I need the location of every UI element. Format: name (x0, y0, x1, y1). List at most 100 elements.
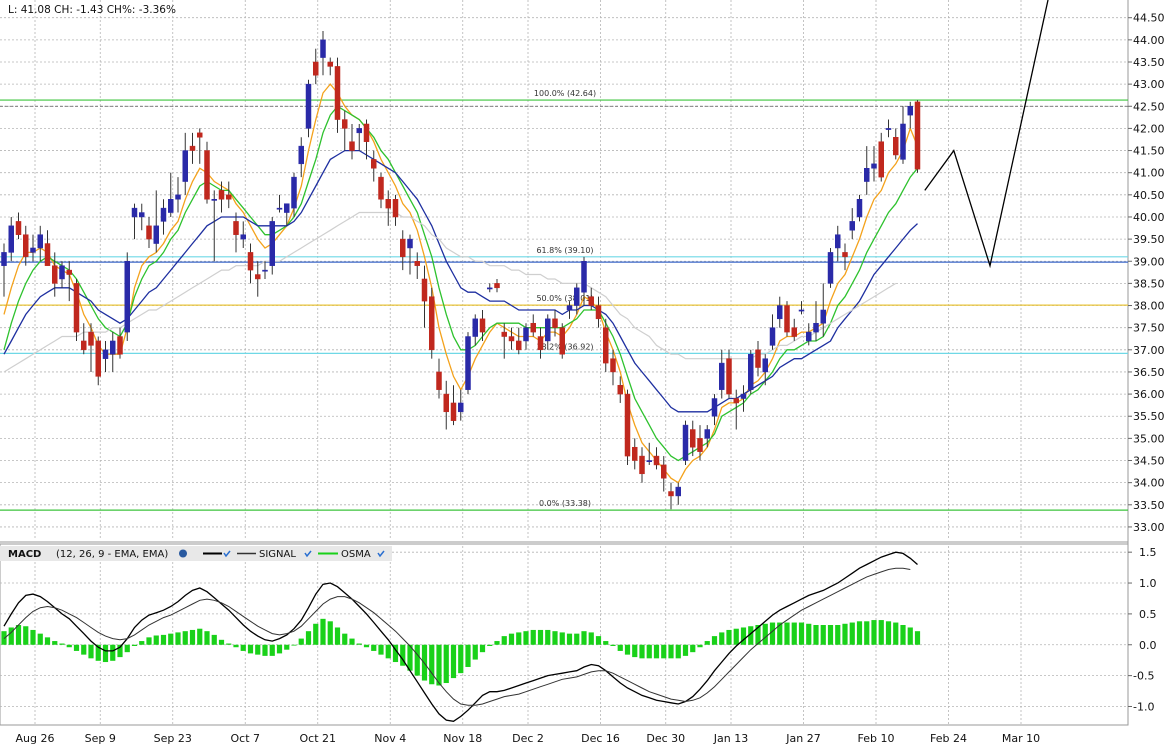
candle-body (907, 106, 913, 116)
osma-bar (878, 620, 884, 645)
candle-body (675, 486, 681, 497)
candle-body (443, 393, 449, 413)
price-tick-label: 38.50 (1133, 277, 1165, 290)
candle-body (581, 261, 587, 293)
macd-tick-label: -1.0 (1133, 700, 1154, 713)
osma-bar (110, 644, 116, 661)
osma-bar (327, 621, 333, 645)
candle-body (856, 199, 863, 218)
osma-bar (8, 627, 14, 645)
osma-bar (175, 632, 181, 645)
date-tick-label: Oct 7 (230, 732, 260, 745)
osma-bar (276, 644, 283, 654)
candle-body (769, 327, 776, 346)
osma-bar (661, 644, 667, 659)
osma-bar (668, 644, 674, 659)
macd-legend-name: MACD (8, 549, 41, 560)
candle-body (711, 398, 718, 417)
osma-bar (197, 628, 203, 645)
osma-bar (653, 644, 660, 659)
candle-body (349, 141, 355, 151)
candle-body (849, 221, 855, 231)
osma-bar (269, 644, 275, 656)
osma-bar (218, 639, 225, 645)
osma-bar (429, 644, 435, 685)
candle-body (465, 336, 471, 390)
osma-bar (313, 623, 319, 645)
candle-body (1, 252, 7, 266)
candle-body (690, 429, 696, 448)
settings-icon[interactable] (179, 549, 187, 558)
osma-bar (871, 620, 877, 645)
osma-bar (813, 625, 819, 645)
candle-body (436, 371, 442, 390)
osma-bar (617, 644, 623, 651)
osma-bar (371, 644, 377, 651)
fib-level-label: 100.0% (42.64) (534, 89, 596, 98)
osma-bar (675, 644, 681, 659)
price-tick-label: 40.50 (1133, 189, 1165, 202)
candle-body (102, 349, 109, 359)
candle-body (516, 340, 522, 351)
candle-body (900, 123, 906, 160)
osma-bar (400, 644, 406, 666)
candle-body (523, 327, 529, 342)
candle-body (842, 252, 848, 258)
macd-tick-label: 0.0 (1139, 639, 1157, 652)
osma-bar (508, 633, 515, 645)
candle-body (813, 322, 819, 333)
macd-legend-bg (0, 546, 392, 561)
candle-body (574, 287, 580, 306)
osma-bar (66, 644, 72, 648)
fib-level-label: 50.0% (38.01) (536, 294, 593, 303)
candle-body (798, 309, 805, 312)
date-tick-label: Nov 4 (374, 732, 406, 745)
date-tick-label: Nov 18 (443, 732, 482, 745)
date-tick-label: Sep 9 (85, 732, 116, 745)
price-tick-label: 37.50 (1133, 322, 1165, 335)
osma-bar (414, 644, 420, 676)
date-tick-label: Jan 27 (785, 732, 820, 745)
checkmark-icon[interactable] (377, 550, 385, 558)
candle-body (378, 176, 384, 200)
osma-bar (320, 618, 326, 645)
osma-bar (733, 628, 739, 645)
osma-bar (479, 644, 486, 653)
osma-bar (465, 644, 471, 667)
osma-bar (523, 631, 529, 645)
candle-body (762, 358, 768, 373)
candle-body (291, 176, 297, 209)
osma-bar (610, 644, 616, 646)
price-tick-label: 39.50 (1133, 233, 1165, 246)
osma-bar (682, 644, 689, 656)
candle-body (494, 283, 500, 289)
candle-body (566, 305, 573, 311)
osma-bar (501, 636, 507, 645)
price-tick-label: 43.50 (1133, 56, 1165, 69)
price-tick-label: 39.00 (1133, 255, 1165, 268)
candle-body (603, 327, 609, 364)
osma-bar (247, 644, 254, 654)
price-tick-label: 36.50 (1133, 366, 1165, 379)
projection-line (924, 0, 1049, 269)
moving-average-line (3, 211, 897, 373)
candle-body (276, 207, 283, 210)
osma-bar (632, 644, 638, 658)
osma-bar (131, 644, 138, 646)
checkmark-icon[interactable] (223, 550, 231, 558)
osma-bar (545, 629, 551, 645)
osma-bar (595, 636, 602, 645)
candle-body (646, 460, 652, 462)
osma-bar (59, 643, 65, 645)
date-tick-label: Mar 10 (1002, 732, 1040, 745)
candle-body (204, 150, 210, 200)
candle-body (545, 318, 551, 342)
candle-body (66, 269, 72, 275)
osma-bar (262, 644, 268, 656)
osma-bar (168, 633, 174, 645)
candle-body (421, 278, 428, 302)
checkmark-icon[interactable] (304, 550, 312, 558)
candle-body (559, 327, 565, 355)
candle-body (247, 252, 254, 271)
osma-bar (211, 634, 217, 645)
